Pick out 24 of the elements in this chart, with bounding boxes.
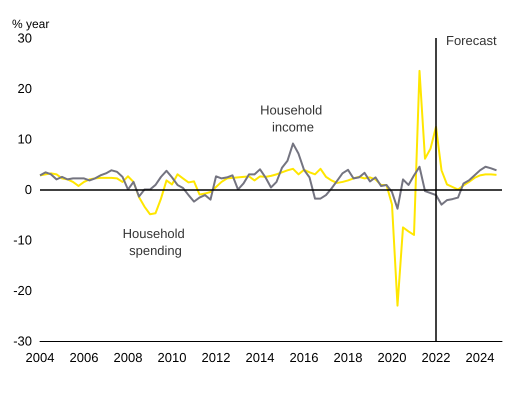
annotation: Household income — [260, 102, 326, 135]
line-series — [39, 70, 498, 307]
y-tick-label: -10 — [13, 232, 32, 248]
x-tick-label: 2012 — [202, 350, 230, 365]
y-tick-label: 20 — [18, 81, 32, 96]
y-tick-label: 10 — [18, 132, 32, 146]
ref-line-label: Forecast — [446, 33, 497, 48]
line-series — [39, 142, 498, 210]
y-tick-label: -20 — [13, 283, 32, 298]
x-tick-label: 2018 — [334, 350, 362, 365]
x-tick-label: 2014 — [246, 350, 274, 365]
x-tick-label: 2006 — [70, 350, 98, 365]
x-tick-label: 2008 — [114, 350, 142, 365]
x-tick-label: 2022 — [422, 350, 450, 365]
y-tick-label: 30 — [18, 30, 32, 46]
y-tick-label: -30 — [13, 334, 32, 348]
x-tick-label: 2010 — [158, 350, 186, 365]
x-tick-label: 2016 — [290, 350, 318, 365]
y-tick-label: 0 — [24, 182, 32, 197]
x-tick-label: 2004 — [26, 350, 54, 365]
x-tick-label: 2020 — [378, 350, 406, 365]
y-axis-title: % year — [12, 17, 50, 31]
annotation: Household spending — [122, 226, 188, 258]
x-tick-label: 2024 — [466, 350, 494, 365]
